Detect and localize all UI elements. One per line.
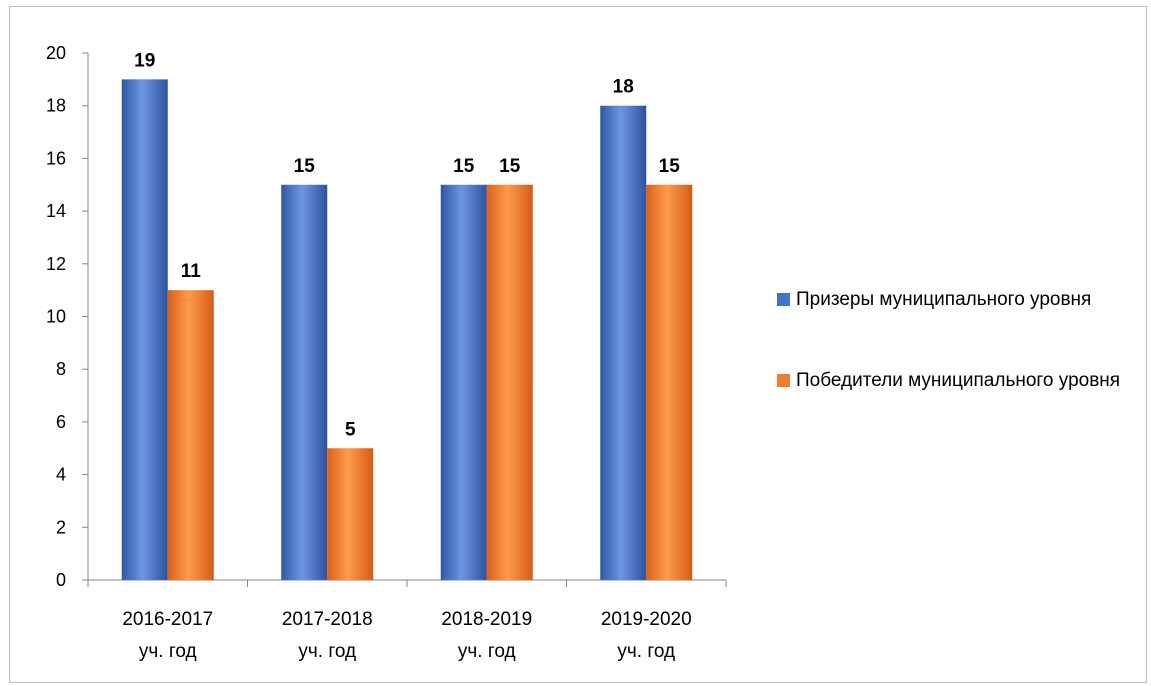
y-tick-label: 14 bbox=[46, 201, 66, 221]
y-tick-label: 8 bbox=[56, 359, 66, 379]
y-tick-label: 4 bbox=[56, 465, 66, 485]
bar bbox=[167, 290, 214, 580]
bar bbox=[281, 184, 328, 580]
data-label: 5 bbox=[345, 419, 356, 440]
y-tick-label: 2 bbox=[56, 517, 66, 537]
bar bbox=[646, 184, 693, 580]
y-tick-label: 12 bbox=[46, 254, 66, 274]
data-label: 15 bbox=[659, 156, 681, 177]
bar bbox=[486, 184, 533, 580]
y-tick-label: 10 bbox=[46, 307, 66, 327]
y-tick-label: 20 bbox=[46, 43, 66, 63]
legend-label: Победители муниципального уровня bbox=[796, 370, 1121, 391]
x-tick-label: 2016-2017 уч. год bbox=[122, 609, 213, 662]
bar bbox=[327, 448, 374, 580]
data-label: 11 bbox=[181, 261, 202, 282]
data-label: 15 bbox=[294, 156, 316, 177]
x-tick-label: 2019-2020 уч. год bbox=[601, 609, 692, 662]
y-tick-label: 0 bbox=[56, 570, 66, 590]
bar bbox=[600, 105, 647, 580]
data-label: 15 bbox=[453, 156, 475, 177]
legend-swatch bbox=[777, 293, 790, 306]
bar bbox=[440, 184, 487, 580]
y-tick-label: 6 bbox=[56, 412, 66, 432]
x-tick-label: 2017-2018 уч. год bbox=[282, 609, 373, 662]
bar bbox=[121, 79, 168, 580]
legend-swatch bbox=[777, 374, 790, 387]
data-label: 19 bbox=[134, 50, 155, 71]
y-tick-label: 18 bbox=[46, 96, 66, 116]
legend-label: Призеры муниципального уровня bbox=[796, 289, 1092, 310]
data-label: 15 bbox=[499, 156, 521, 177]
y-tick-label: 16 bbox=[46, 148, 66, 168]
data-label: 18 bbox=[613, 77, 634, 98]
x-tick-label: 2018-2019 уч. год bbox=[441, 609, 532, 662]
